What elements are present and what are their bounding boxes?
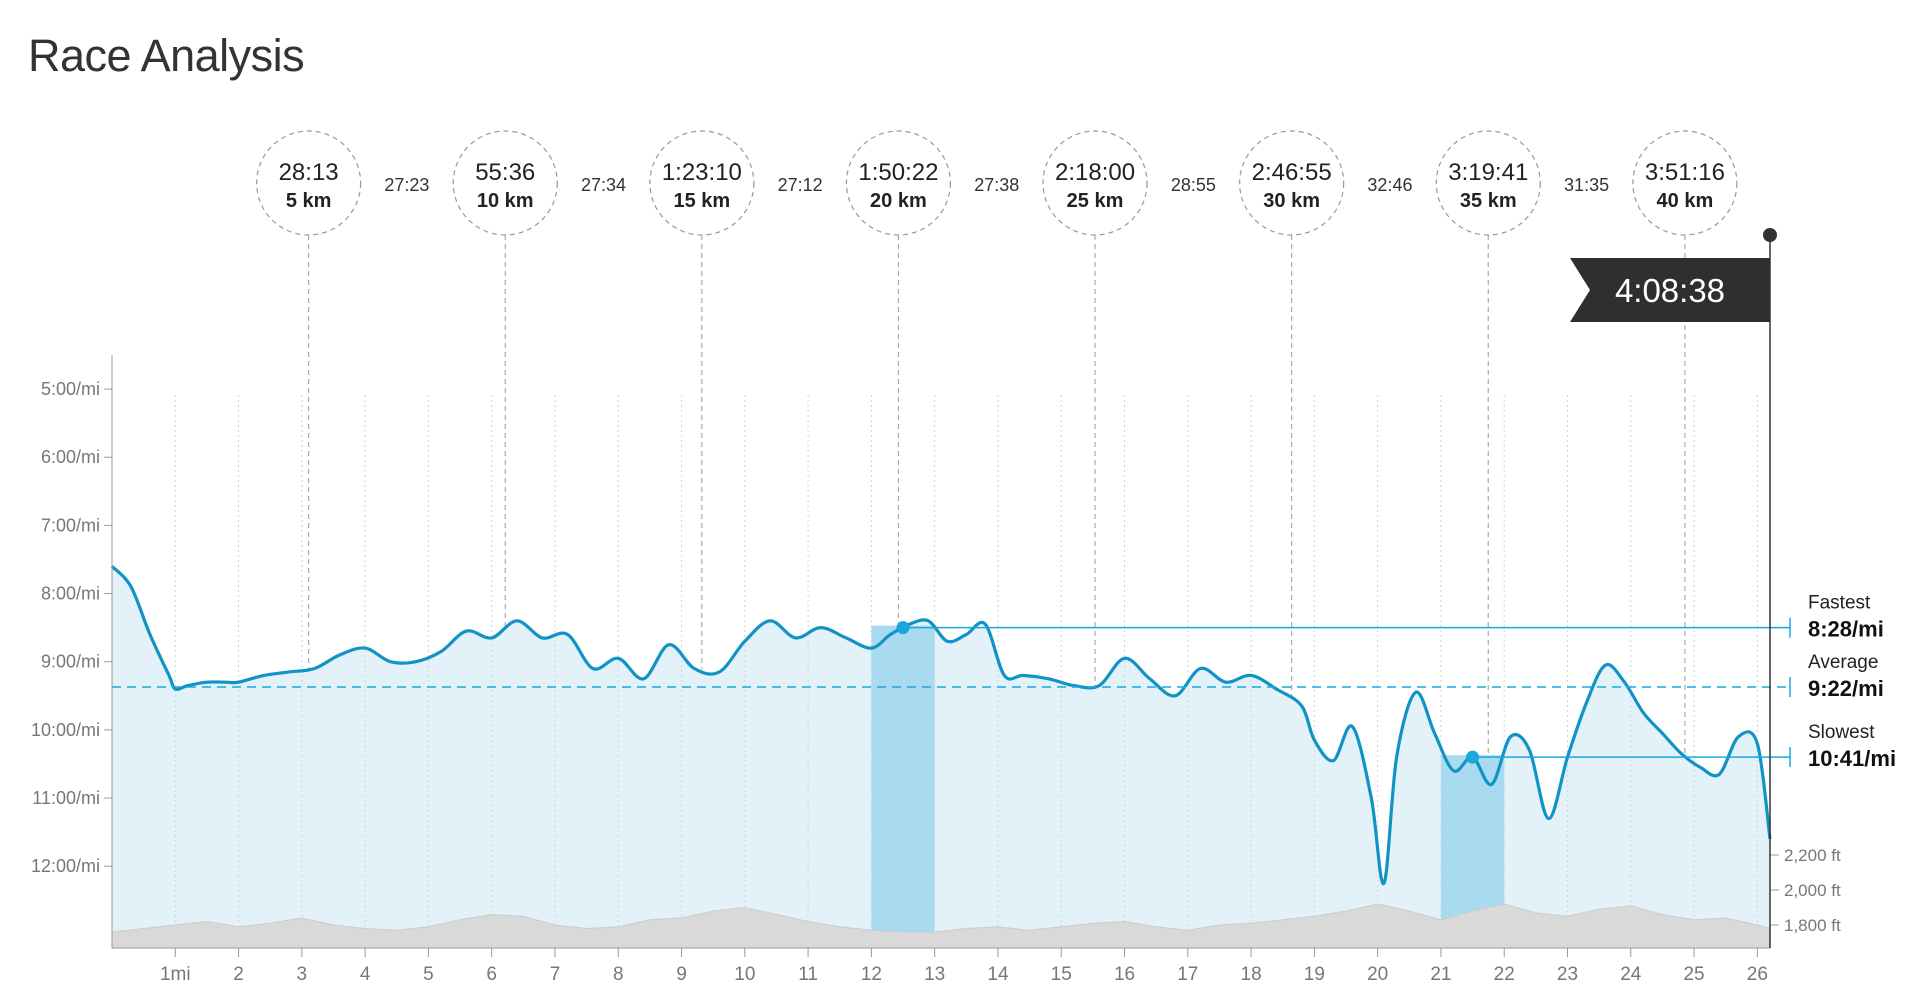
split-time: 1:23:10 <box>662 159 742 186</box>
x-tick-label: 16 <box>1114 964 1135 985</box>
split-circle <box>1239 130 1345 236</box>
y-tick-label: 10:00/mi <box>31 720 100 740</box>
split-distance: 20 km <box>870 190 927 212</box>
x-tick-label: 11 <box>798 964 818 985</box>
pace-area <box>112 395 1770 948</box>
x-tick-label: 26 <box>1747 964 1768 985</box>
x-tick-label: 12 <box>861 964 882 985</box>
elevation-tick-label: 2,200 ft <box>1784 846 1841 865</box>
y-tick-label: 6:00/mi <box>41 447 100 467</box>
x-tick-label: 23 <box>1557 964 1578 985</box>
y-tick-label: 11:00/mi <box>32 788 100 808</box>
split-duration: 32:46 <box>1367 175 1412 195</box>
slowest-marker <box>1466 750 1480 764</box>
x-tick-label: 14 <box>987 964 1009 985</box>
split-distance: 25 km <box>1067 190 1124 212</box>
finish-time: 4:08:38 <box>1615 272 1725 309</box>
split-time: 3:51:16 <box>1645 159 1725 186</box>
split-distance: 35 km <box>1460 190 1517 212</box>
x-tick-label: 4 <box>360 964 371 985</box>
x-tick-label: 22 <box>1494 964 1515 985</box>
x-tick-label: 1mi <box>160 964 191 985</box>
summary-annotations: Fastest 8:28/mi Average 9:22/mi Slowest 10:41… <box>112 593 1896 771</box>
x-tick-label: 20 <box>1367 964 1388 985</box>
split-duration: 27:23 <box>384 175 429 195</box>
page-title: Race Analysis <box>28 30 305 81</box>
x-tick-label: 7 <box>550 964 561 985</box>
split-time: 2:46:55 <box>1252 159 1332 186</box>
x-tick-label: 9 <box>676 964 687 985</box>
elevation-tick-label: 2,000 ft <box>1784 881 1841 900</box>
fastest-pace: 8:28/mi <box>1808 617 1884 642</box>
y-tick-label: 8:00/mi <box>41 584 100 604</box>
pace-area-fill <box>112 566 1770 948</box>
x-tick-label: 10 <box>734 964 755 985</box>
split-markers: 28:13 5 km 55:36 10 km 1:23:10 15 km 1:50:22 20… <box>256 130 1738 236</box>
split-distance: 40 km <box>1657 190 1714 212</box>
x-tick-label: 3 <box>297 964 308 985</box>
elevation-profile <box>111 903 1771 949</box>
split-distance: 15 km <box>673 190 730 212</box>
split-distance: 5 km <box>286 190 332 212</box>
y-tick-label: 7:00/mi <box>41 515 100 535</box>
x-tick-label: 21 <box>1430 964 1451 985</box>
pace-line-layer <box>110 565 1772 885</box>
split-time: 1:50:22 <box>858 159 938 186</box>
split-guides <box>308 235 1686 780</box>
x-tick-label: 18 <box>1241 964 1262 985</box>
split-circle <box>649 130 755 236</box>
split-duration: 28:55 <box>1171 175 1216 195</box>
x-tick-label: 24 <box>1620 964 1642 985</box>
split-time: 28:13 <box>279 159 339 186</box>
split-circle <box>452 130 558 236</box>
split-circle <box>1042 130 1148 236</box>
y-tick-label: 12:00/mi <box>31 856 100 876</box>
pace-line <box>110 565 1772 885</box>
axes: 5:00/mi 6:00/mi 7:00/mi 8:00/mi 9:00/mi 10:00… <box>31 355 1841 985</box>
split-duration: 27:38 <box>974 175 1019 195</box>
split-circle <box>256 130 362 236</box>
split-circle <box>845 130 952 236</box>
split-distance: 30 km <box>1263 190 1320 212</box>
finish-pole-cap <box>1763 228 1777 242</box>
x-tick-label: 8 <box>613 964 624 985</box>
fastest-marker <box>896 621 910 635</box>
split-circle <box>1435 130 1541 236</box>
split-time: 55:36 <box>475 159 535 186</box>
average-label: Average <box>1808 652 1878 673</box>
finish-flag: 4:08:38 <box>1570 228 1777 948</box>
x-tick-label: 19 <box>1304 964 1325 985</box>
x-tick-label: 2 <box>233 964 244 985</box>
split-distance: 10 km <box>477 190 534 212</box>
finish-flag-shape <box>1570 258 1770 322</box>
y-tick-label: 9:00/mi <box>41 652 100 672</box>
split-time: 3:19:41 <box>1448 159 1528 186</box>
y-tick-label: 5:00/mi <box>41 379 100 399</box>
split-circle <box>1632 130 1738 236</box>
split-duration: 31:35 <box>1564 175 1609 195</box>
slowest-pace: 10:41/mi <box>1808 746 1896 771</box>
x-tick-label: 25 <box>1683 964 1704 985</box>
x-tick-label: 6 <box>486 964 497 985</box>
slowest-label: Slowest <box>1808 722 1875 743</box>
x-tick-label: 15 <box>1051 964 1072 985</box>
elevation-tick-label: 1,800 ft <box>1784 916 1841 935</box>
split-duration: 27:34 <box>581 175 626 195</box>
x-tick-label: 17 <box>1177 964 1198 985</box>
elevation-area <box>111 903 1771 949</box>
average-pace: 9:22/mi <box>1808 676 1884 701</box>
fastest-label: Fastest <box>1808 593 1871 614</box>
x-tick-label: 5 <box>423 964 434 985</box>
fastest-mile-band <box>871 625 935 948</box>
split-duration: 27:12 <box>778 175 823 195</box>
x-tick-label: 13 <box>924 964 945 985</box>
split-time: 2:18:00 <box>1055 159 1135 186</box>
